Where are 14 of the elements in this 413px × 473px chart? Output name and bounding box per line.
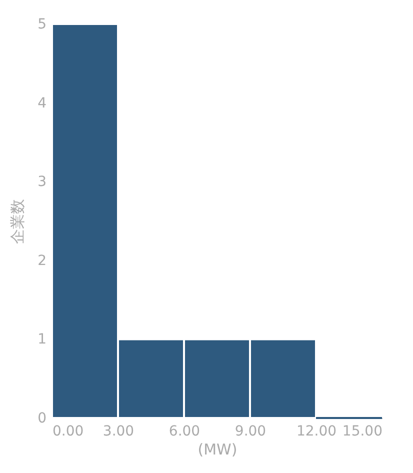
x-axis-title: (MW) [198,440,238,458]
x-tick-label: 9.00 [234,424,266,440]
y-tick-label: 4 [38,95,47,112]
x-tick-label: 6.00 [168,424,200,440]
x-tick-label: 3.00 [102,424,134,440]
y-tick-label: 5 [38,16,46,32]
y-axis-title: 企業数 [8,199,27,244]
x-tick-label: 12.00 [296,424,337,440]
y-tick-label: 2 [38,252,46,269]
x-tick-label: 15.00 [342,424,382,440]
y-tick-label: 3 [38,174,46,190]
x-tick-label: 0.00 [52,424,84,440]
y-tick-label: 1 [38,332,46,348]
y-tick-label: 0 [38,410,46,426]
